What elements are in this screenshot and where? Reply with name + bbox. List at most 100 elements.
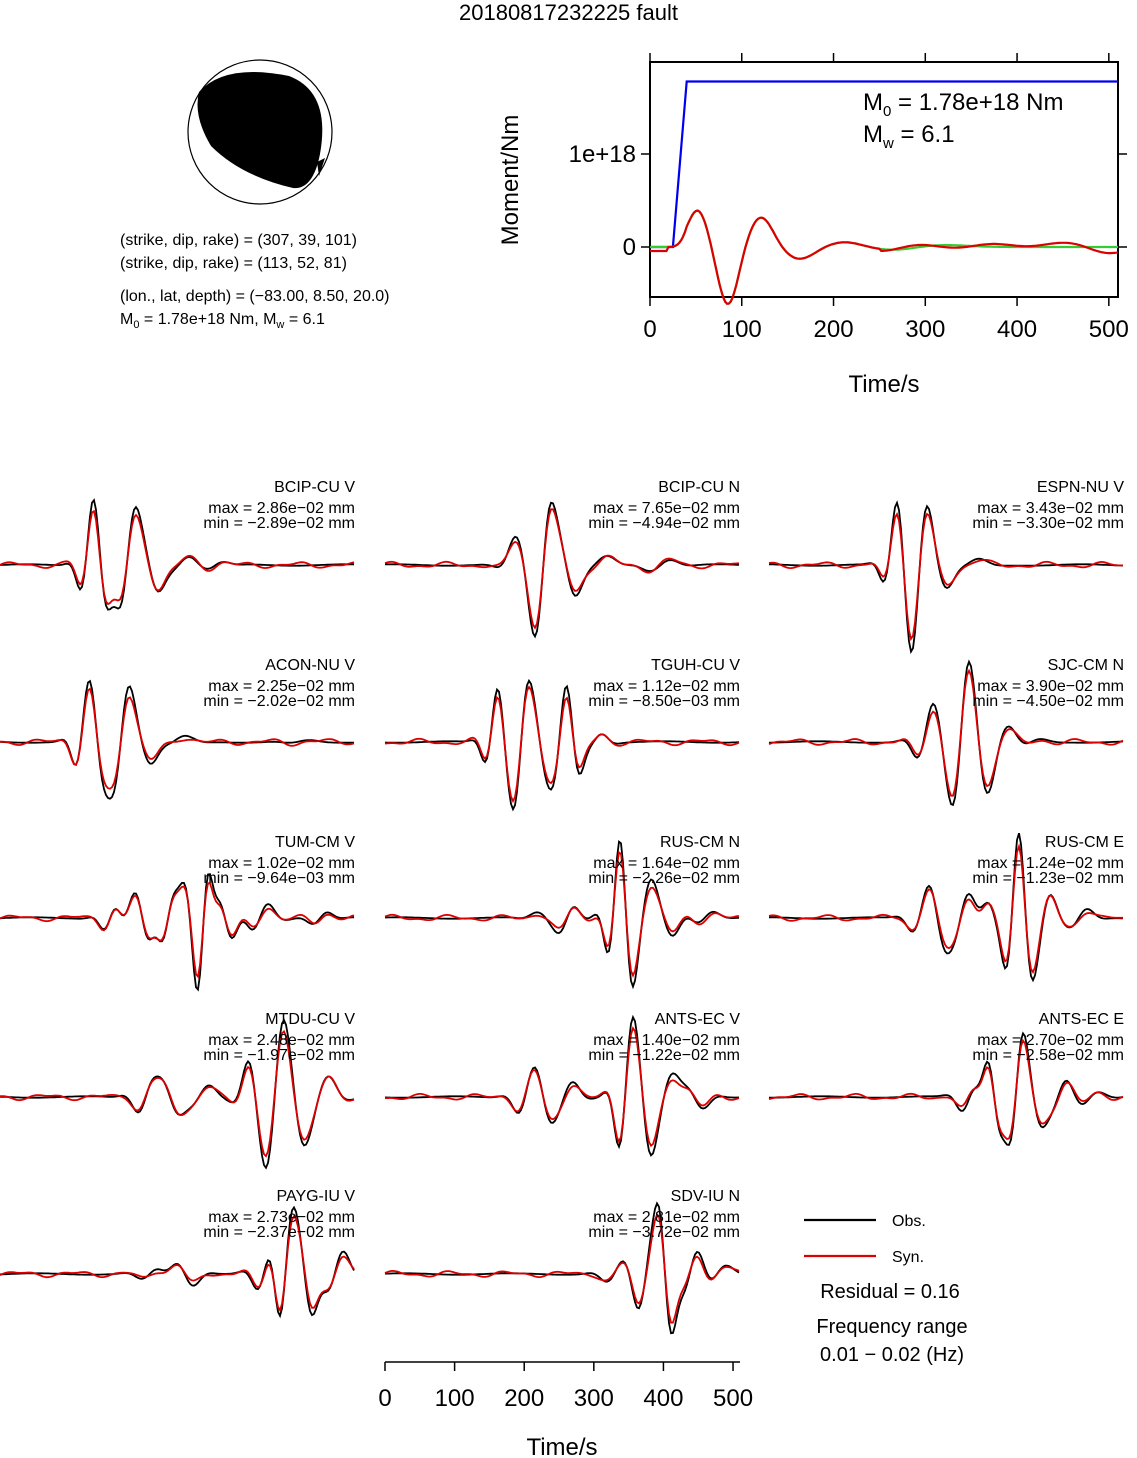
max-label: max = 2.70e−02 mm	[977, 1032, 1124, 1049]
obs-waveform	[769, 1031, 1124, 1146]
max-label: max = 1.02e−02 mm	[208, 855, 355, 872]
max-label: max = 1.64e−02 mm	[593, 855, 740, 872]
syn-waveform	[0, 882, 355, 979]
min-label: min = −2.89e−02 mm	[203, 515, 355, 532]
min-label: min = −2.37e−02 mm	[203, 1224, 355, 1241]
max-label: max = 1.24e−02 mm	[977, 855, 1124, 872]
m0-prefix: M	[863, 89, 883, 116]
m0-value: = 1.78e+18 Nm	[891, 89, 1063, 116]
moment-xtick-label: 500	[1089, 316, 1129, 343]
location-line: (lon., lat, depth) = (−83.00, 8.50, 20.0…	[120, 288, 390, 305]
station-label: SJC-CM N	[1048, 657, 1124, 674]
moment-ytick-label: 1e+18	[569, 141, 636, 168]
syn-waveform	[768, 843, 1123, 975]
freq-title: Frequency range	[816, 1316, 967, 1338]
moment-xtick-label: 300	[905, 316, 945, 343]
min-label: min = −2.02e−02 mm	[203, 693, 355, 710]
station-label: TGUH-CU V	[651, 657, 740, 674]
station-label: ACON-NU V	[265, 657, 355, 674]
min-label: min = −1.23e−02 mm	[972, 870, 1124, 887]
moment-xtick-label: 100	[722, 316, 762, 343]
moment-ytick-label: 0	[623, 234, 636, 261]
station-label: MTDU-CU V	[265, 1011, 355, 1028]
max-label: max = 2.73e−02 mm	[208, 1209, 355, 1226]
min-label: min = −3.30e−02 mm	[972, 515, 1124, 532]
beachball-sliver	[317, 158, 325, 176]
moment-xlabel: Time/s	[848, 371, 919, 398]
max-label: max = 2.48e−02 mm	[208, 1032, 355, 1049]
time-axis-tick-label: 100	[435, 1385, 475, 1412]
min-label: min = −2.26e−02 mm	[588, 870, 740, 887]
moment-ylabel: Moment/Nm	[497, 115, 524, 246]
mw-value: = 6.1	[284, 311, 325, 328]
moment-panel: Moment/Nm Time/s 0 100 200 300 400 50001e+18 …	[497, 53, 1129, 398]
freq-value: 0.01 − 0.02 (Hz)	[820, 1344, 964, 1366]
max-label: max = 3.43e−02 mm	[977, 500, 1124, 517]
max-label: max = 2.81e−02 mm	[593, 1209, 740, 1226]
syn-waveform	[768, 512, 1123, 642]
time-axis-label: Time/s	[526, 1434, 597, 1458]
mw-sub: w	[276, 319, 285, 332]
legend-obs-label: Obs.	[892, 1213, 926, 1230]
syn-waveform	[0, 1029, 355, 1158]
time-axis-tick-label: 0	[378, 1385, 391, 1412]
station-label: BCIP-CU V	[274, 479, 355, 496]
syn-waveform	[384, 685, 740, 804]
obs-waveform	[384, 1201, 740, 1335]
syn-waveform	[384, 1212, 740, 1324]
min-label: min = −4.50e−02 mm	[972, 693, 1124, 710]
time-axis-tick-label: 500	[713, 1385, 753, 1412]
residual-label: Residual = 0.16	[820, 1281, 960, 1303]
syn-waveform	[768, 668, 1124, 797]
mw-prefix: M	[863, 121, 883, 148]
station-label: ANTS-EC E	[1039, 1011, 1124, 1028]
legend: Obs. Syn. Residual = 0.16 Frequency rang…	[804, 1213, 968, 1366]
min-label: min = −1.22e−02 mm	[588, 1047, 740, 1064]
station-label: RUS-CM N	[660, 834, 740, 851]
station-label: BCIP-CU N	[658, 479, 740, 496]
moment-frame	[649, 61, 1119, 298]
syn-waveform	[0, 509, 355, 606]
time-axis-tick-label: 200	[504, 1385, 544, 1412]
min-label: min = −3.72e−02 mm	[588, 1224, 740, 1241]
max-label: max = 1.12e−02 mm	[593, 678, 740, 695]
obs-waveform	[0, 498, 354, 611]
obs-waveform	[768, 500, 1123, 655]
max-label: max = 2.25e−02 mm	[208, 678, 355, 695]
legend-syn-label: Syn.	[892, 1249, 924, 1266]
station-label: SDV-IU N	[671, 1188, 740, 1205]
mw-sub: w	[882, 135, 894, 152]
moment-annotation-m0: M0 = 1.78e+18 Nm	[863, 89, 1063, 120]
plane-1: (strike, dip, rake) = (307, 39, 101)	[120, 232, 357, 249]
min-label: min = −2.58e−02 mm	[972, 1047, 1124, 1064]
moment-ticks: 0 100 200 300 400 500 0 1e+18	[569, 53, 1129, 343]
stf-red-curve	[650, 209, 1119, 305]
max-label: max = 2.86e−02 mm	[208, 500, 355, 517]
syn-waveform	[0, 1214, 355, 1313]
beachball	[187, 59, 333, 205]
time-axis-tick-label: 400	[643, 1385, 683, 1412]
syn-waveform	[768, 1038, 1124, 1140]
station-label: ANTS-EC V	[655, 1011, 741, 1028]
moment-line: M0 = 1.78e+18 Nm, Mw = 6.1	[120, 311, 325, 331]
obs-waveform	[384, 678, 740, 812]
min-label: min = −9.64e−03 mm	[203, 870, 355, 887]
max-label: max = 1.40e−02 mm	[593, 1032, 740, 1049]
min-label: min = −1.97e−02 mm	[203, 1047, 355, 1064]
obs-waveform	[385, 839, 739, 990]
station-label: RUS-CM E	[1045, 834, 1124, 851]
max-label: max = 7.65e−02 mm	[593, 500, 740, 517]
